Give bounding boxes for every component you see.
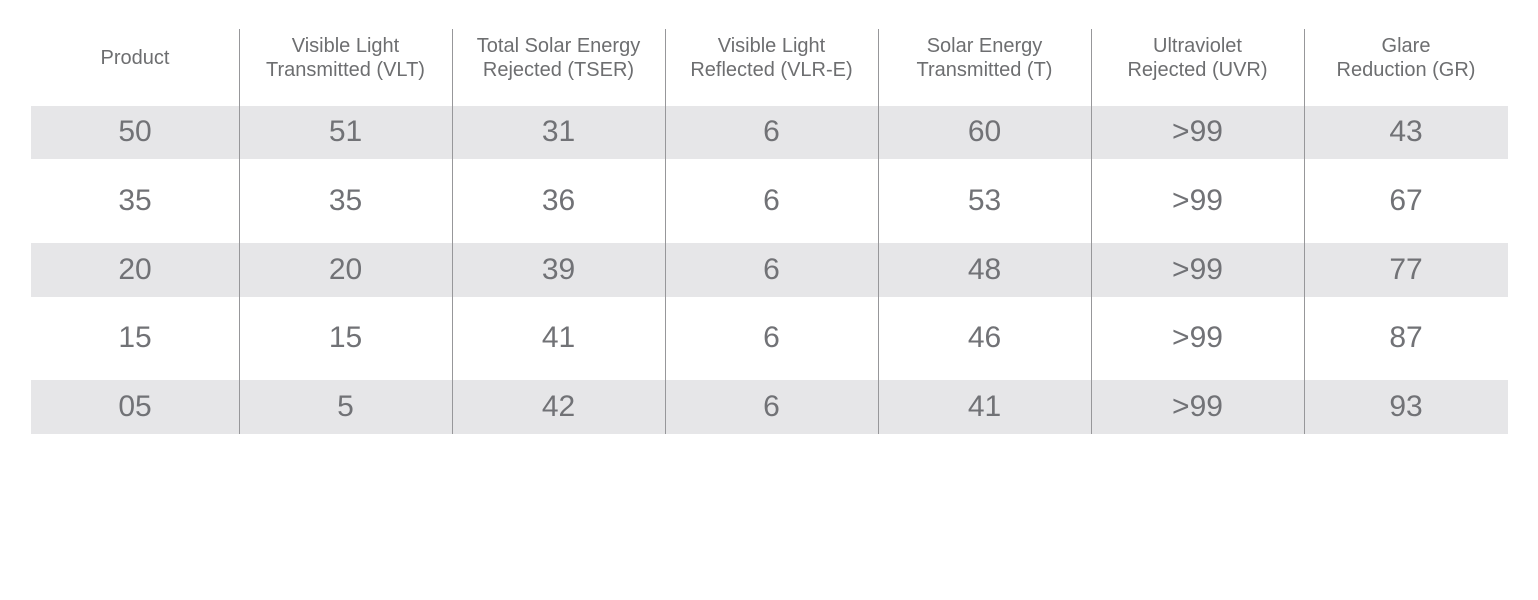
table-row: 15 15 41 6 46 >99 87 xyxy=(31,304,1508,373)
table-cell: 35 xyxy=(118,184,152,218)
table-cell: 77 xyxy=(1389,252,1423,286)
table-row: 50 51 31 6 60 >99 43 xyxy=(31,98,1508,167)
table-cell: 53 xyxy=(967,184,1002,218)
table-cell: >99 xyxy=(1172,184,1223,218)
table-cell: >99 xyxy=(1172,321,1223,355)
table-cell: 20 xyxy=(118,252,152,286)
table-cell: 93 xyxy=(1389,390,1423,424)
table-cell: 43 xyxy=(1389,115,1423,149)
column-divider xyxy=(665,29,666,434)
table-cell: 46 xyxy=(967,321,1002,355)
table-cell: >99 xyxy=(1172,390,1223,424)
table-row: 05 5 42 6 41 >99 93 xyxy=(31,373,1508,442)
col-header-tser: Total Solar Energy Rejected (TSER) xyxy=(476,34,641,81)
table-cell: 6 xyxy=(763,252,780,286)
table-cell: 5 xyxy=(337,390,354,424)
table-cell: 41 xyxy=(967,390,1002,424)
column-divider xyxy=(452,29,453,434)
table-cell: 41 xyxy=(541,321,576,355)
product-spec-table: Product Visible Light Transmitted (VLT) … xyxy=(31,29,1508,442)
table-row: 20 20 39 6 48 >99 77 xyxy=(31,235,1508,304)
table-cell: >99 xyxy=(1172,252,1223,286)
col-header-gr: Glare Reduction (GR) xyxy=(1336,34,1476,81)
table-row: 35 35 36 6 53 >99 67 xyxy=(31,167,1508,236)
table-cell: 05 xyxy=(118,390,152,424)
table-cell: 51 xyxy=(328,115,363,149)
table-cell: 31 xyxy=(541,115,576,149)
table-cell: 6 xyxy=(763,184,780,218)
col-header-t: Solar Energy Transmitted (T) xyxy=(916,34,1053,81)
table-cell: 67 xyxy=(1389,184,1423,218)
table-cell: 15 xyxy=(118,321,152,355)
table-cell: 15 xyxy=(328,321,363,355)
col-header-vlre: Visible Light Reflected (VLR-E) xyxy=(690,34,853,81)
table-cell: 36 xyxy=(541,184,576,218)
table-cell: 6 xyxy=(763,115,780,149)
column-divider xyxy=(878,29,879,434)
table-cell: 60 xyxy=(967,115,1002,149)
col-header-uvr: Ultraviolet Rejected (UVR) xyxy=(1127,34,1268,81)
table-cell: 50 xyxy=(118,115,152,149)
table-cell: 87 xyxy=(1389,321,1423,355)
table-cell: 48 xyxy=(967,252,1002,286)
col-header-product: Product xyxy=(100,46,170,69)
table-cell: >99 xyxy=(1172,115,1223,149)
table-header-row: Product Visible Light Transmitted (VLT) … xyxy=(31,29,1508,98)
table-cell: 20 xyxy=(328,252,363,286)
table-cell: 35 xyxy=(328,184,363,218)
column-divider xyxy=(1091,29,1092,434)
column-divider xyxy=(1304,29,1305,434)
col-header-vlt: Visible Light Transmitted (VLT) xyxy=(266,34,425,81)
table-cell: 6 xyxy=(763,321,780,355)
column-divider xyxy=(239,29,240,434)
table-cell: 6 xyxy=(763,390,780,424)
table-cell: 42 xyxy=(541,390,576,424)
table-cell: 39 xyxy=(541,252,576,286)
